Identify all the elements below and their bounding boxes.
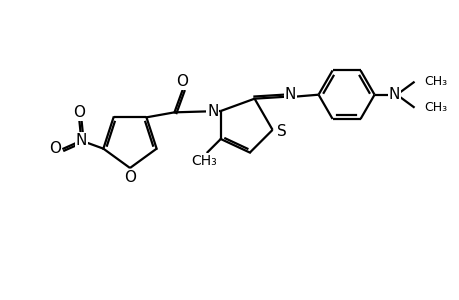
Text: O: O [49,141,61,156]
Text: CH₃: CH₃ [424,101,447,114]
Text: N: N [207,103,218,118]
Text: CH₃: CH₃ [190,154,216,168]
Text: O: O [73,105,85,120]
Text: O: O [176,74,188,89]
Text: S: S [276,124,286,140]
Text: O: O [124,169,136,184]
Text: CH₃: CH₃ [424,75,447,88]
Text: N: N [76,133,87,148]
Text: N: N [284,87,296,102]
Text: N: N [388,87,399,102]
